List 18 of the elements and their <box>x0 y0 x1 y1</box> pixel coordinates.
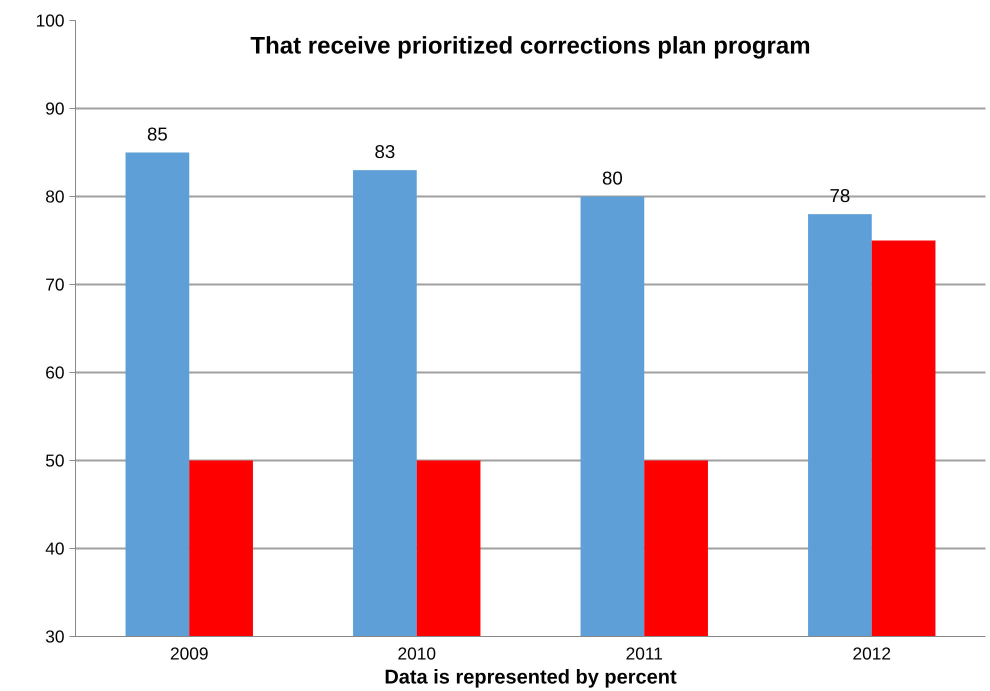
y-tick-label: 70 <box>45 274 65 294</box>
y-tick-label: 50 <box>45 450 65 470</box>
data-label: 80 <box>602 168 623 188</box>
x-tick-label: 2012 <box>852 644 892 664</box>
y-tick-label: 60 <box>45 362 65 382</box>
x-tick-label: 2011 <box>626 644 663 664</box>
x-tick-label: 2009 <box>170 644 209 664</box>
y-tick-label: 90 <box>45 98 65 118</box>
x-tick-label: 2010 <box>397 644 436 664</box>
y-tick-label: 100 <box>36 10 65 30</box>
x-axis-title: Data is represented by percent <box>384 666 678 688</box>
data-label: 85 <box>147 124 168 144</box>
data-label: 83 <box>374 141 396 162</box>
data-label: 78 <box>830 185 850 206</box>
y-tick-label: 80 <box>45 186 65 206</box>
y-tick-label: 40 <box>45 538 65 558</box>
text: That receive prioritized corrections plan program <box>250 32 811 60</box>
y-tick-label: 30 <box>45 626 65 646</box>
